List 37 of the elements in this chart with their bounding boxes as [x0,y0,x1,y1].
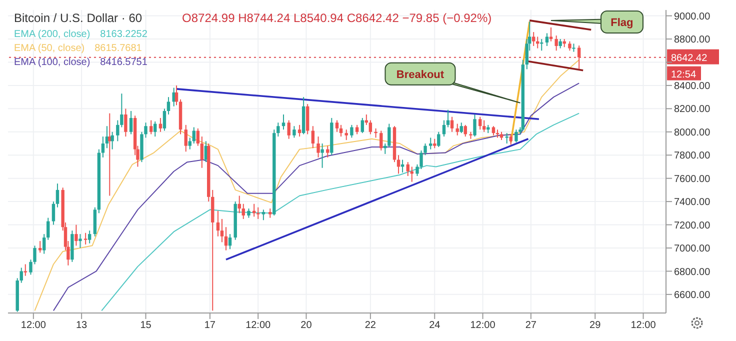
annotation: Flag [610,17,634,29]
chart-title: Bitcoin / U.S. Dollar · 60 [14,11,142,25]
y-tick-label: 8200.00 [674,104,711,116]
y-tick-label: 7800.00 [674,150,711,162]
annotation: 8615.7681 [94,43,142,54]
x-tick-label: 29 [590,320,602,332]
chart-subtitle: O8724.99 H8744.24 L8540.94 C8642.42 −79.85 (−0.92%) [182,11,492,25]
annotation: Breakout [396,68,444,81]
y-tick-label: 6600.00 [674,290,711,301]
x-tick-label: 17 [204,320,216,332]
x-tick-label: 12:00 [630,320,656,332]
x-tick-label: 24 [429,320,441,332]
x-tick-label: 13 [76,320,88,332]
y-tick-label: 7400.00 [674,197,711,208]
annotation: 8416.5751 [100,57,148,68]
text: 12:54 [671,69,696,80]
text: EMA (200, close) [14,29,90,40]
x-tick-label: 20 [300,320,312,332]
callout-box: Flag [550,10,644,34]
ref-line-label: 8642.42 [671,52,708,64]
x-tick-label: 27 [525,320,537,332]
y-tick-label: 8000.00 [674,127,711,138]
y-tick-label: 7600.00 [674,174,711,185]
y-tick-label: 7200.00 [674,220,711,232]
y-tick-label: 9000.00 [674,11,711,22]
x-tick-label: 12:00 [246,320,272,332]
y-tick-label: 8800.00 [674,34,711,46]
x-tick-label: 22 [364,320,376,332]
y-tick-label: 8400.00 [674,81,711,92]
x-tick-label: 12:00 [20,320,46,332]
text: EMA (100, close) [14,57,90,68]
x-tick-label: 12:00 [470,320,496,332]
y-tick-label: 7000.00 [674,244,711,255]
annotation: 8163.2252 [100,29,148,40]
x-tick-label: 15 [140,320,152,332]
text: EMA (50, close) [14,43,85,54]
y-tick-label: 6800.00 [674,266,711,278]
